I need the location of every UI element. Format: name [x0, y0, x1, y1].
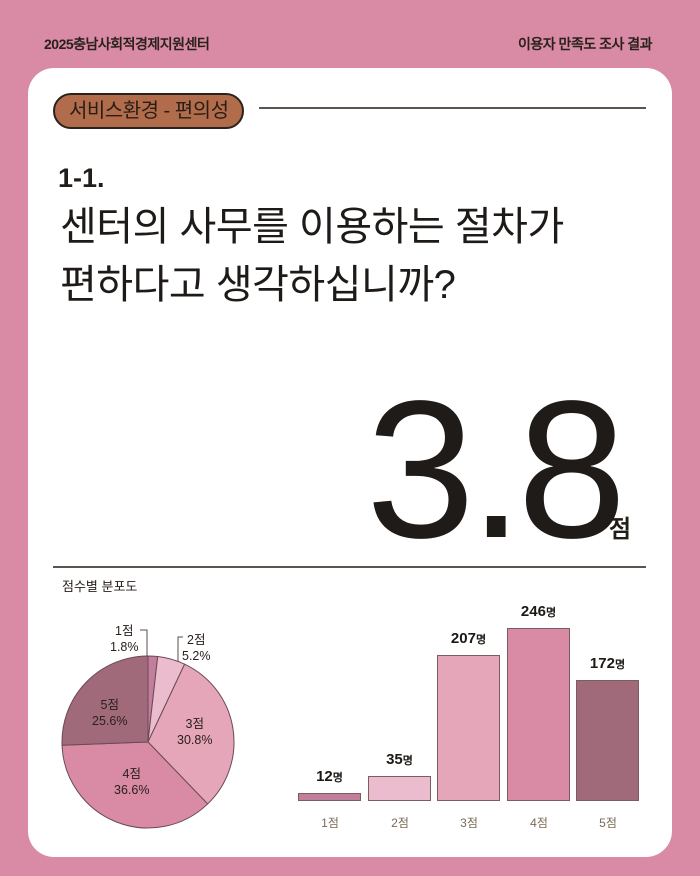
question-line-2: 편하다고 생각하십니까?	[60, 263, 456, 307]
question-line-1: 센터의 사무를 이용하는 절차가	[60, 205, 564, 249]
bar-value-label-5: 172명	[589, 655, 626, 673]
pie-label-2: 2점 5.2%	[182, 633, 211, 663]
pie-label-4: 4점 36.6%	[114, 767, 150, 797]
section-divider	[53, 566, 646, 568]
bar-value-label-1: 12명	[316, 767, 343, 785]
bar-2	[368, 776, 431, 801]
bar-category-label-2: 2점	[391, 816, 409, 830]
bar-category-label-3: 3점	[460, 816, 478, 830]
distribution-title: 점수별 분포도	[62, 579, 138, 594]
pie-label-3: 3점 30.8%	[177, 717, 213, 747]
question-text: 센터의 사무를 이용하는 절차가 편하다고 생각하십니까?	[60, 198, 564, 314]
category-pill: 서비스환경 - 편의성	[53, 93, 245, 129]
pill-rule	[259, 107, 646, 109]
bar-value-label-3: 207명	[450, 630, 487, 648]
header-organization: 2025충남사회적경제지원센터	[44, 36, 210, 52]
bar-5	[576, 680, 639, 801]
bar-1	[298, 792, 361, 801]
bar-category-label-1: 1점	[321, 816, 339, 830]
bar-4	[507, 628, 570, 801]
bar-value-label-4: 246명	[520, 603, 557, 620]
header-report-title: 이용자 만족도 조사 결과	[518, 36, 652, 52]
bar-3	[437, 655, 500, 801]
pie-slice-4	[61, 741, 209, 829]
leader-line-1	[140, 629, 148, 656]
score-unit: 점	[609, 516, 632, 543]
leader-line-2	[177, 636, 183, 662]
bar-category-label-4: 4점	[530, 816, 548, 830]
pie-slice-3	[147, 663, 235, 805]
bar-value-label-2: 35명	[386, 751, 413, 769]
bar-category-label-5: 5점	[599, 816, 617, 830]
pie-slice-5	[61, 655, 149, 746]
question-number: 1-1.	[58, 163, 105, 193]
pie-label-5: 5점 25.6%	[92, 698, 128, 728]
pie-chart	[61, 629, 235, 829]
average-score: 3.8	[366, 360, 626, 579]
pie-label-1: 1점 1.8%	[110, 624, 139, 654]
